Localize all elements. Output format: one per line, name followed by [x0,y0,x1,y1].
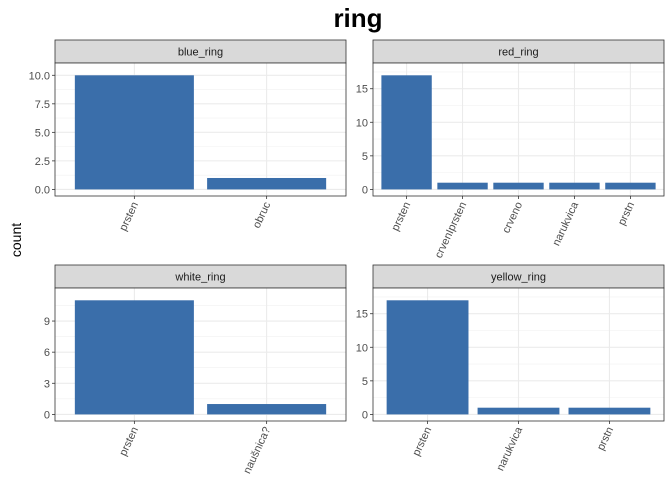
x-tick-label: naušnica? [241,425,273,476]
x-tick-label: narukvica [494,424,525,473]
y-tick-label: 10 [356,342,368,354]
y-tick-label: 9 [44,316,50,328]
bar-narukvica [549,182,600,190]
bar-crveno [493,182,544,190]
bar-obruc [207,177,327,190]
facet-strip-label: yellow_ring [491,272,546,284]
x-tick-label: prstn [616,200,637,227]
facet-panel-yellow-ring: yellow_ring 0 5 10 15 prsten narukvica prstn [356,264,665,473]
bar-nau-nica- [207,404,327,415]
chart-title: ring [333,3,382,33]
facet-strip-label: white_ring [174,272,225,284]
y-tick-label: 7.5 [35,99,50,111]
bar-prstn [605,182,656,190]
facet-panel-white-ring: white_ring 0 3 6 9 prsten naušnica? [44,264,347,476]
bar-prsten [74,75,194,190]
x-tick-label: prstn [595,425,616,452]
x-tick-label: crveno [500,200,525,235]
bar-prsten [381,75,432,190]
y-tick-label: 0 [362,409,368,421]
y-tick-label: 5.0 [35,127,50,139]
y-tick-label: 0 [362,184,368,196]
panel-border [54,62,347,197]
x-tick-label: obruc [251,200,274,230]
x-tick-label: prsten [410,425,434,458]
y-axis-label: count [8,223,24,257]
facet-panel-red-ring: red_ring 0 5 10 15 prsten crvenIprsten crveno na… [356,39,665,260]
bar-prsten [74,300,194,415]
facet-panel-blue-ring: blue_ring 0.0 2.5 5.0 7.5 10.0 prsten obruc [29,39,347,233]
x-tick-label: prsten [389,200,413,233]
panel-border [54,287,347,422]
panel-border [372,287,665,422]
facet-strip-label: blue_ring [178,47,223,59]
facet-strip-label: red_ring [498,47,538,59]
y-tick-label: 10 [356,117,368,129]
bar-crveniprsten [437,182,488,190]
y-tick-label: 0 [44,409,50,421]
bar-narukvica [477,407,560,415]
y-tick-label: 0.0 [35,184,50,196]
x-tick-label: crvenIprsten [433,200,469,260]
y-tick-label: 5 [362,151,368,163]
y-tick-label: 15 [356,84,368,96]
y-tick-label: 15 [356,309,368,321]
y-tick-label: 10.0 [29,70,50,82]
y-tick-label: 5 [362,376,368,388]
y-tick-label: 3 [44,378,50,390]
x-tick-label: prsten [117,200,141,233]
x-tick-label: narukvica [550,199,581,248]
panel-border [372,62,665,197]
x-tick-label: prsten [117,425,141,458]
y-tick-label: 6 [44,347,50,359]
bar-prsten [386,300,469,415]
bar-prstn [568,407,651,415]
y-tick-label: 2.5 [35,156,50,168]
